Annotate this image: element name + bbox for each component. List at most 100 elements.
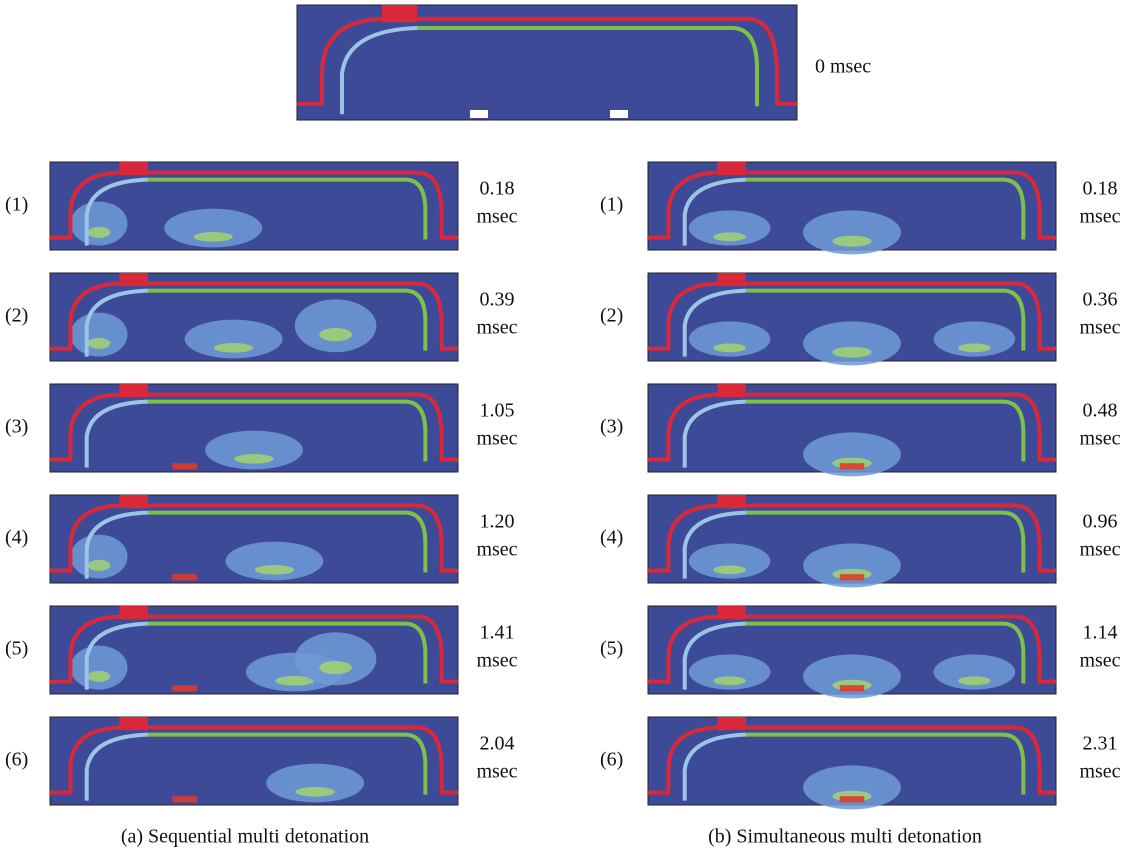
panel-index: (6) xyxy=(5,749,28,771)
panel-index: (3) xyxy=(600,416,623,438)
pressure-core xyxy=(88,671,111,682)
panel-unit: msec xyxy=(476,650,517,672)
simulation-panel xyxy=(50,606,458,694)
charge xyxy=(470,110,488,118)
top-block xyxy=(382,5,417,22)
pressure-region xyxy=(803,321,901,365)
pressure-core xyxy=(319,661,352,674)
top-block xyxy=(717,495,746,508)
top-block xyxy=(119,273,148,286)
panel-unit: msec xyxy=(1079,761,1120,783)
panel-unit: msec xyxy=(1079,650,1120,672)
panel-unit: msec xyxy=(476,761,517,783)
pressure-region xyxy=(803,543,901,587)
panel-time: 0.39 xyxy=(480,289,515,311)
high-pressure xyxy=(840,574,864,580)
pressure-region xyxy=(803,210,901,254)
simulation-panel xyxy=(648,384,1056,476)
panel-time: 0.96 xyxy=(1083,511,1118,533)
simulation-panel xyxy=(648,606,1056,698)
high-pressure xyxy=(172,463,196,469)
time-label: 0 msec xyxy=(815,56,871,78)
simulation-panel xyxy=(50,384,458,472)
top-block xyxy=(119,606,148,619)
top-block xyxy=(119,717,148,730)
top-block xyxy=(717,384,746,397)
high-pressure xyxy=(840,796,864,802)
pressure-core xyxy=(319,328,352,341)
column-caption: (a) Sequential multi detonation xyxy=(121,826,369,848)
panel-time: 2.04 xyxy=(480,733,515,755)
panel-index: (4) xyxy=(600,527,623,549)
panel-unit: msec xyxy=(476,206,517,228)
figure-canvas: 0 msec (1) 0.18 msec (2) 0.39 msec (3) 1.05 msec… xyxy=(0,0,1137,859)
simulation-panel xyxy=(50,162,458,250)
panel-time: 2.31 xyxy=(1083,733,1118,755)
charge xyxy=(610,110,628,118)
panel-index: (2) xyxy=(600,305,623,327)
panel-index: (6) xyxy=(600,749,623,771)
pressure-region xyxy=(70,535,127,579)
simulation-panel xyxy=(50,717,458,805)
high-pressure xyxy=(840,685,864,691)
column-caption: (b) Simultaneous multi detonation xyxy=(708,826,982,848)
panel-index: (2) xyxy=(5,305,28,327)
panel-unit: msec xyxy=(476,428,517,450)
pressure-core xyxy=(88,227,111,238)
simulation-panel xyxy=(648,495,1056,587)
high-pressure xyxy=(840,463,864,469)
panel-index: (1) xyxy=(5,194,28,216)
panel-index: (5) xyxy=(600,638,623,660)
panel-unit: msec xyxy=(1079,539,1120,561)
pressure-core xyxy=(88,338,111,349)
panel-time: 0.48 xyxy=(1083,400,1118,422)
panel-unit: msec xyxy=(1079,206,1120,228)
pressure-core xyxy=(713,343,746,352)
panel-unit: msec xyxy=(476,539,517,561)
pressure-core xyxy=(88,560,111,571)
top-block xyxy=(717,273,746,286)
pressure-core xyxy=(713,676,746,685)
high-pressure xyxy=(172,796,196,802)
top-block xyxy=(717,717,746,730)
pressure-region xyxy=(803,654,901,698)
pressure-region xyxy=(70,313,127,357)
panel-index: (3) xyxy=(5,416,28,438)
pressure-core xyxy=(234,454,273,464)
top-block xyxy=(717,162,746,175)
panel-index: (1) xyxy=(600,194,623,216)
high-pressure xyxy=(172,685,196,691)
panel-time: 0.18 xyxy=(480,178,515,200)
top-block xyxy=(119,384,148,397)
panel-background xyxy=(297,5,797,120)
panel-time: 1.05 xyxy=(480,400,515,422)
simulation-panel xyxy=(648,162,1056,254)
pressure-region xyxy=(803,765,901,809)
figure: 0 msec (1) 0.18 msec (2) 0.39 msec (3) 1.05 msec… xyxy=(0,0,1137,859)
pressure-region xyxy=(803,432,901,476)
panel-time: 0.36 xyxy=(1083,289,1118,311)
panel-time: 0.18 xyxy=(1083,178,1118,200)
panel-index: (4) xyxy=(5,527,28,549)
top-block xyxy=(119,495,148,508)
panel-index: (5) xyxy=(5,638,28,660)
pressure-region xyxy=(70,202,127,246)
top-block xyxy=(717,606,746,619)
pressure-core xyxy=(296,787,335,797)
simulation-panel xyxy=(648,273,1056,365)
simulation-panel xyxy=(648,717,1056,809)
pressure-core xyxy=(255,565,294,575)
panel-unit: msec xyxy=(1079,428,1120,450)
top-block xyxy=(119,162,148,175)
pressure-core xyxy=(713,565,746,574)
pressure-core xyxy=(958,343,991,352)
pressure-core xyxy=(194,232,233,242)
simulation-panel xyxy=(297,5,797,120)
pressure-region xyxy=(70,646,127,690)
pressure-region xyxy=(295,299,377,352)
simulation-panel xyxy=(50,495,458,583)
panel-unit: msec xyxy=(476,317,517,339)
pressure-core xyxy=(958,676,991,685)
simulation-panel xyxy=(50,273,458,361)
high-pressure xyxy=(172,574,196,580)
